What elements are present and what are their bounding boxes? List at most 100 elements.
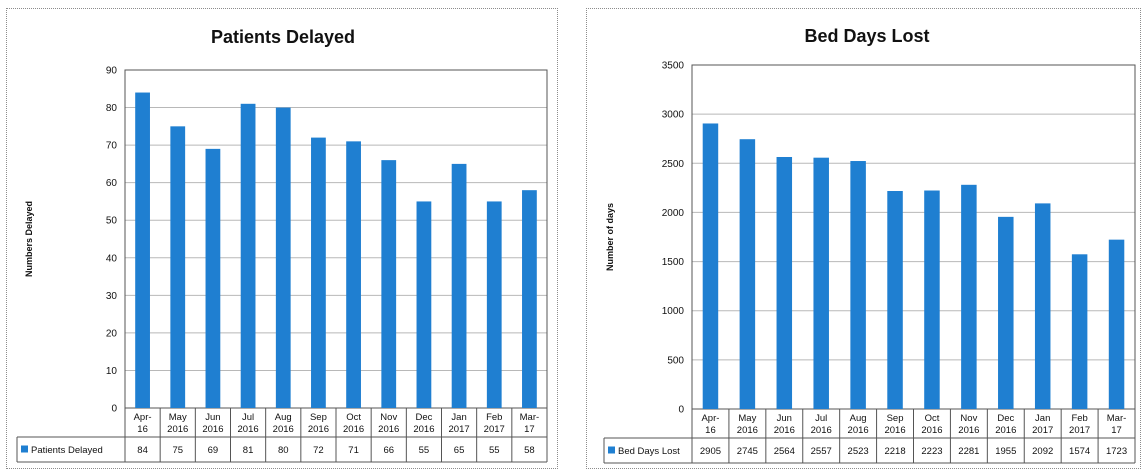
chart-1-x-tick-label: 2017 [449, 424, 470, 435]
chart-1-x-tick-label: Sep [310, 412, 327, 423]
chart-1-y-tick-label: 60 [106, 178, 118, 189]
chart-2-y-tick-label: 1500 [662, 257, 685, 268]
bed-days-lost-chart-panel: Bed Days Lost Number of days 0 500 1000 1500 2… [586, 8, 1141, 469]
chart-2-x-tick-label: 2016 [995, 425, 1016, 436]
chart-1-bar [486, 201, 502, 408]
chart-1-x-tick-label: 2016 [202, 424, 223, 435]
chart-2-x-tick-label: 2016 [848, 425, 869, 436]
chart-1-legend-swatch [21, 445, 28, 453]
chart-2-legend-label: Bed Days Lost [618, 446, 680, 457]
chart-1-x-tick-label: 2016 [378, 424, 399, 435]
chart-1-title: Patients Delayed [211, 27, 355, 47]
chart-2-data-label: 2557 [811, 446, 832, 457]
chart-1-x-tick-label: Oct [346, 412, 361, 423]
chart-1-data-label: 58 [524, 445, 535, 456]
chart-1-x-tick-label: May [169, 412, 187, 423]
chart-1-y-tick-label: 40 [106, 253, 118, 264]
chart-2-bar [1034, 203, 1051, 409]
chart-1-x-tick-label: Jan [451, 412, 466, 423]
chart-2-bar [702, 123, 719, 409]
chart-2-x-tick-label: Jan [1035, 413, 1050, 424]
chart-1-data-label: 69 [208, 445, 219, 456]
chart-2-y-tick-label: 3000 [662, 110, 685, 121]
chart-2-plot-frame [691, 64, 1136, 410]
chart-2-data-label: 2223 [921, 446, 942, 457]
chart-1-data-label: 55 [489, 445, 500, 456]
chart-2-x-tick-label: 2017 [1032, 425, 1053, 436]
chart-2-x-tick-label: Jun [777, 413, 792, 424]
chart-1-y-axis-label: Numbers Delayed [24, 201, 34, 277]
chart-1-bar [240, 103, 256, 409]
chart-2-x-tick-label: 2016 [884, 425, 905, 436]
chart-2-x-tick-label: Mar- [1107, 413, 1127, 424]
chart-2-bar [1108, 239, 1125, 409]
chart-2-data-label: 1955 [995, 446, 1016, 457]
chart-1-bar [522, 190, 537, 408]
chart-1-y-tick-label: 50 [106, 216, 118, 227]
chart-1-y-tick-label: 10 [106, 366, 118, 377]
chart-2-data-label: 2523 [848, 446, 869, 457]
chart-2-bar [739, 139, 756, 409]
chart-2-x-tick-label: Sep [887, 413, 904, 424]
chart-1-x-tick-label: 17 [524, 424, 535, 435]
chart-2-data-label: 2281 [958, 446, 979, 457]
chart-1-bar [275, 107, 291, 409]
chart-1-y-tick-label: 90 [106, 66, 118, 77]
chart-2-bar [924, 190, 940, 409]
chart-1-x-tick-label: Jul [242, 412, 254, 423]
chart-2-x-tick-label: 2017 [1069, 425, 1090, 436]
chart-1-x-tick-label: 2016 [167, 424, 188, 435]
chart-2-bar [850, 161, 866, 409]
chart-2-x-tick-label: Apr- [701, 413, 719, 424]
chart-2-legend-swatch [608, 446, 615, 454]
chart-2-data-label: 1574 [1069, 446, 1090, 457]
chart-1-y-tick-label: 30 [106, 291, 118, 302]
chart-2-x-tick-label: Aug [850, 413, 867, 424]
chart-2-y-tick-label: 0 [678, 405, 684, 416]
chart-1-data-label: 75 [172, 445, 183, 456]
chart-2-data-label: 2218 [884, 446, 905, 457]
chart-2-x-tick-label: Dec [997, 413, 1014, 424]
chart-2-x-tick-label: 2016 [921, 425, 942, 436]
chart-2-data-label: 2745 [737, 446, 758, 457]
chart-1-x-tick-label: 2016 [413, 424, 434, 435]
bed-days-lost-chart: Bed Days Lost Number of days 0 500 1000 1500 2… [603, 26, 1136, 464]
chart-1-x-tick-label: 2016 [273, 424, 294, 435]
chart-1-x-tick-label: Mar- [520, 412, 540, 423]
chart-1-data-label: 71 [348, 445, 359, 456]
chart-1-x-tick-label: Dec [415, 412, 432, 423]
chart-2-data-label: 2092 [1032, 446, 1053, 457]
chart-1-plot-frame [124, 69, 548, 409]
chart-1-x-tick-label: 2016 [238, 424, 259, 435]
chart-1-bar [205, 148, 221, 408]
chart-2-x-tick-label: May [738, 413, 756, 424]
chart-1-bar [416, 201, 432, 408]
chart-2-x-tick-label: 2016 [811, 425, 832, 436]
chart-2-y-tick-label: 2500 [662, 159, 685, 170]
patients-delayed-chart: Patients Delayed Numbers Delayed 0 10 20 30 40… [16, 27, 548, 463]
chart-1-bar [311, 137, 326, 408]
chart-2-x-tick-label: 16 [705, 425, 716, 436]
chart-2-y-tick-label: 1000 [662, 306, 685, 317]
patients-delayed-chart-panel: Patients Delayed Numbers Delayed 0 10 20 30 40… [6, 8, 558, 469]
chart-1-x-tick-label: 16 [137, 424, 148, 435]
chart-2-x-tick-label: Nov [960, 413, 977, 424]
chart-2-bar [813, 157, 829, 409]
chart-1-x-tick-label: Feb [486, 412, 502, 423]
chart-2-data-label: 1723 [1106, 446, 1127, 457]
chart-1-y-tick-label: 80 [106, 103, 118, 114]
chart-2-x-tick-label: 17 [1111, 425, 1122, 436]
chart-1-y-tick-label: 0 [111, 404, 117, 415]
chart-2-x-tick-label: Jul [815, 413, 827, 424]
chart-2-y-axis-label: Number of days [605, 203, 615, 271]
chart-1-x-tick-label: Jun [205, 412, 220, 423]
chart-1-y-tick-label: 70 [106, 141, 118, 152]
chart-1-bar [381, 160, 397, 408]
chart-1-x-tick-label: 2017 [484, 424, 505, 435]
chart-2-y-tick-label: 3500 [662, 61, 685, 72]
chart-2-x-tick-label: 2016 [737, 425, 758, 436]
chart-2-y-tick-label: 2000 [662, 208, 685, 219]
chart-2-x-tick-label: Oct [925, 413, 940, 424]
chart-1-data-label: 72 [313, 445, 324, 456]
chart-2-title: Bed Days Lost [804, 26, 929, 46]
